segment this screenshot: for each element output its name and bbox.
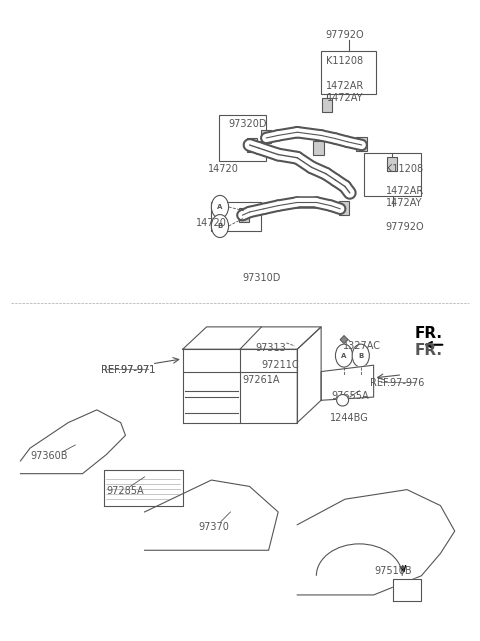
Bar (211, 203, 262, 231)
Text: FR.: FR. (415, 343, 443, 358)
Text: 97211C: 97211C (262, 360, 300, 370)
Text: 97320D: 97320D (228, 119, 266, 129)
Polygon shape (183, 349, 297, 422)
Polygon shape (104, 470, 183, 506)
Text: 97792O: 97792O (385, 222, 424, 231)
Polygon shape (321, 365, 373, 400)
Circle shape (211, 196, 228, 219)
Bar (247, 138, 257, 152)
Polygon shape (393, 579, 421, 601)
Text: REF.97-976: REF.97-976 (370, 378, 425, 388)
Text: 97655A: 97655A (331, 391, 369, 401)
Text: B: B (358, 353, 363, 358)
Text: K11208: K11208 (386, 164, 423, 174)
Text: A: A (341, 353, 347, 358)
Polygon shape (183, 327, 321, 349)
Ellipse shape (336, 394, 348, 406)
Bar (357, 137, 367, 151)
Bar (322, 98, 332, 112)
Bar (276, 367, 288, 379)
Bar (321, 51, 376, 94)
Circle shape (352, 344, 369, 367)
Text: 14720: 14720 (196, 219, 227, 228)
Bar (386, 157, 397, 171)
Text: FR.: FR. (415, 326, 443, 341)
Text: REF.97-971: REF.97-971 (101, 365, 155, 375)
Polygon shape (21, 410, 125, 474)
Polygon shape (297, 327, 321, 422)
Text: 97510B: 97510B (374, 566, 411, 576)
Bar (218, 115, 266, 161)
Bar (339, 201, 349, 215)
Text: 97261A: 97261A (243, 375, 280, 385)
Text: B: B (217, 223, 223, 229)
Circle shape (336, 344, 353, 367)
Bar (262, 130, 271, 143)
Bar (278, 356, 297, 365)
Text: 97313: 97313 (256, 343, 287, 353)
Bar (345, 381, 355, 394)
Bar (313, 141, 324, 155)
Text: 97370: 97370 (198, 522, 229, 531)
Text: K11208: K11208 (326, 56, 363, 65)
Circle shape (211, 215, 228, 238)
Text: 97285A: 97285A (107, 487, 144, 496)
Text: 1327AC: 1327AC (343, 341, 381, 351)
Polygon shape (144, 480, 278, 550)
Text: REF.97-971: REF.97-971 (101, 365, 155, 375)
Text: 1472AR
1472AY: 1472AR 1472AY (385, 187, 424, 208)
Text: 97792O: 97792O (325, 30, 364, 40)
Text: 1472AR
1472AY: 1472AR 1472AY (326, 81, 364, 103)
Text: 14720: 14720 (208, 164, 239, 174)
Bar (364, 153, 421, 196)
Polygon shape (340, 336, 348, 344)
Bar (239, 208, 249, 222)
Text: A: A (217, 204, 223, 210)
Text: 97310D: 97310D (242, 272, 281, 283)
Text: 97360B: 97360B (30, 451, 68, 462)
Polygon shape (297, 490, 455, 595)
Text: 1244BG: 1244BG (330, 413, 369, 423)
